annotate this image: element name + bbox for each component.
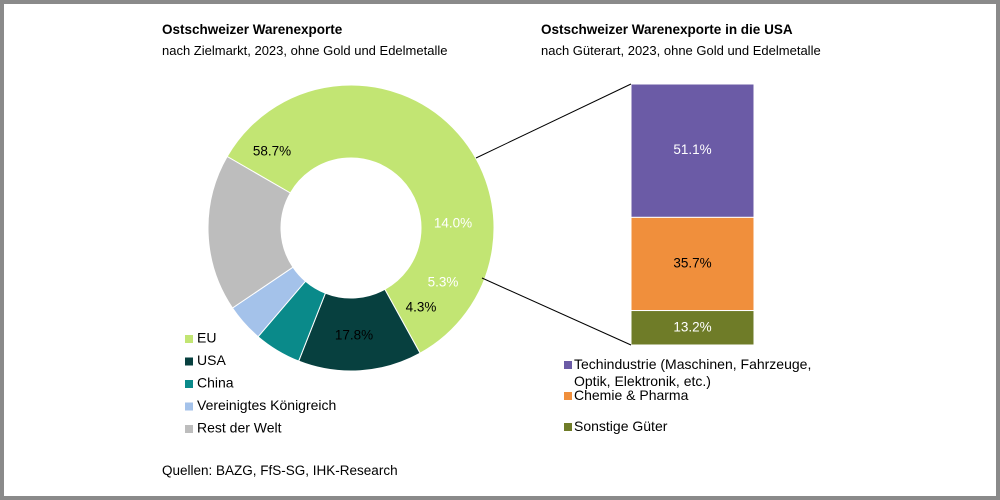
legend-label-sonstige-guter: Sonstige Güter [574,418,668,434]
legend-swatch-sonstige-guter [564,423,572,431]
legend-label-line: Chemie & Pharma [574,387,689,403]
legend-swatch-eu [185,335,193,343]
legend-label-usa: USA [197,352,226,368]
donut-label-eu: 58.7% [253,144,291,159]
bar-label-sonstige-guter: 13.2% [673,319,711,334]
donut-label-usa: 14.0% [434,216,472,231]
bar-segment-sonstige-guter [630,310,755,346]
bar-subtitle: nach Güterart, 2023, ohne Gold und Edelm… [541,43,821,58]
donut-title: Ostschweizer Warenexporte [162,22,343,37]
legend-label-line: Techindustrie (Maschinen, Fahrzeuge, [574,356,811,372]
legend-swatch-rest-der-welt [185,425,193,433]
donut-slice-eu [226,84,495,354]
bar-title: Ostschweizer Warenexporte in die USA [541,22,793,37]
legend-label-chemie-pharma: Chemie & Pharma [574,387,689,403]
bar-label-chemie-pharma: 35.7% [673,256,711,271]
source-note: Quellen: BAZG, FfS-SG, IHK-Research [162,463,398,478]
legend-swatch-techindustrie-maschinen-fahrzeuge-optik-elektronik-etc [564,361,572,369]
connector-line-bottom [481,277,632,346]
donut-label-vereinigtes-konigreich: 4.3% [406,300,437,315]
bar-label-techindustrie-maschinen-fahrzeuge-optik-elektronik-etc: 51.1% [673,142,711,157]
legend-swatch-chemie-pharma [564,392,572,400]
donut-label-rest-der-welt: 17.8% [335,328,373,343]
legend-label-line: Sonstige Güter [574,418,668,434]
donut-subtitle: nach Zielmarkt, 2023, ohne Gold und Edel… [162,43,447,58]
connector-line-top [475,83,632,159]
donut-slice-rest-der-welt [207,155,294,309]
legend-label-line: Optik, Elektronik, etc.) [574,373,711,389]
bar-segment-chemie-pharma [630,216,755,312]
legend-swatch-china [185,380,193,388]
legend-swatch-usa [185,357,193,366]
legend-label-techindustrie-maschinen-fahrzeuge-optik-elektronik-etc: Techindustrie (Maschinen, Fahrzeuge, Opti… [574,356,811,389]
donut-label-china: 5.3% [428,275,459,290]
legend-swatch-vereinigtes-konigreich [185,402,193,411]
legend-label-china: China [197,375,234,391]
bar-segment-techindustrie-maschinen-fahrzeuge-optik-elektronik-etc [630,83,755,218]
legend-label-vereinigtes-konigreich: Vereinigtes Königreich [197,397,336,413]
legend-label-rest-der-welt: Rest der Welt [197,420,282,436]
legend-label-eu: EU [197,330,216,346]
